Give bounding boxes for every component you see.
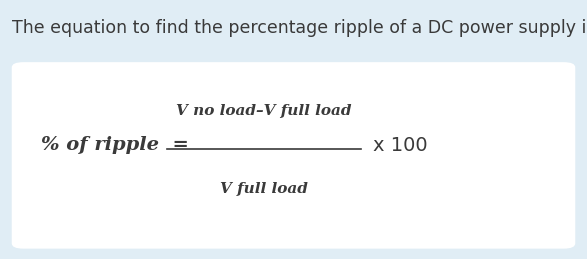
Text: % of ripple  =: % of ripple = [41,136,189,154]
Text: V full load: V full load [220,182,308,196]
Text: V no load–V full load: V no load–V full load [177,104,352,118]
Text: x 100: x 100 [373,135,427,155]
FancyBboxPatch shape [12,62,575,249]
Text: The equation to find the percentage ripple of a DC power supply is: The equation to find the percentage ripp… [12,19,587,38]
